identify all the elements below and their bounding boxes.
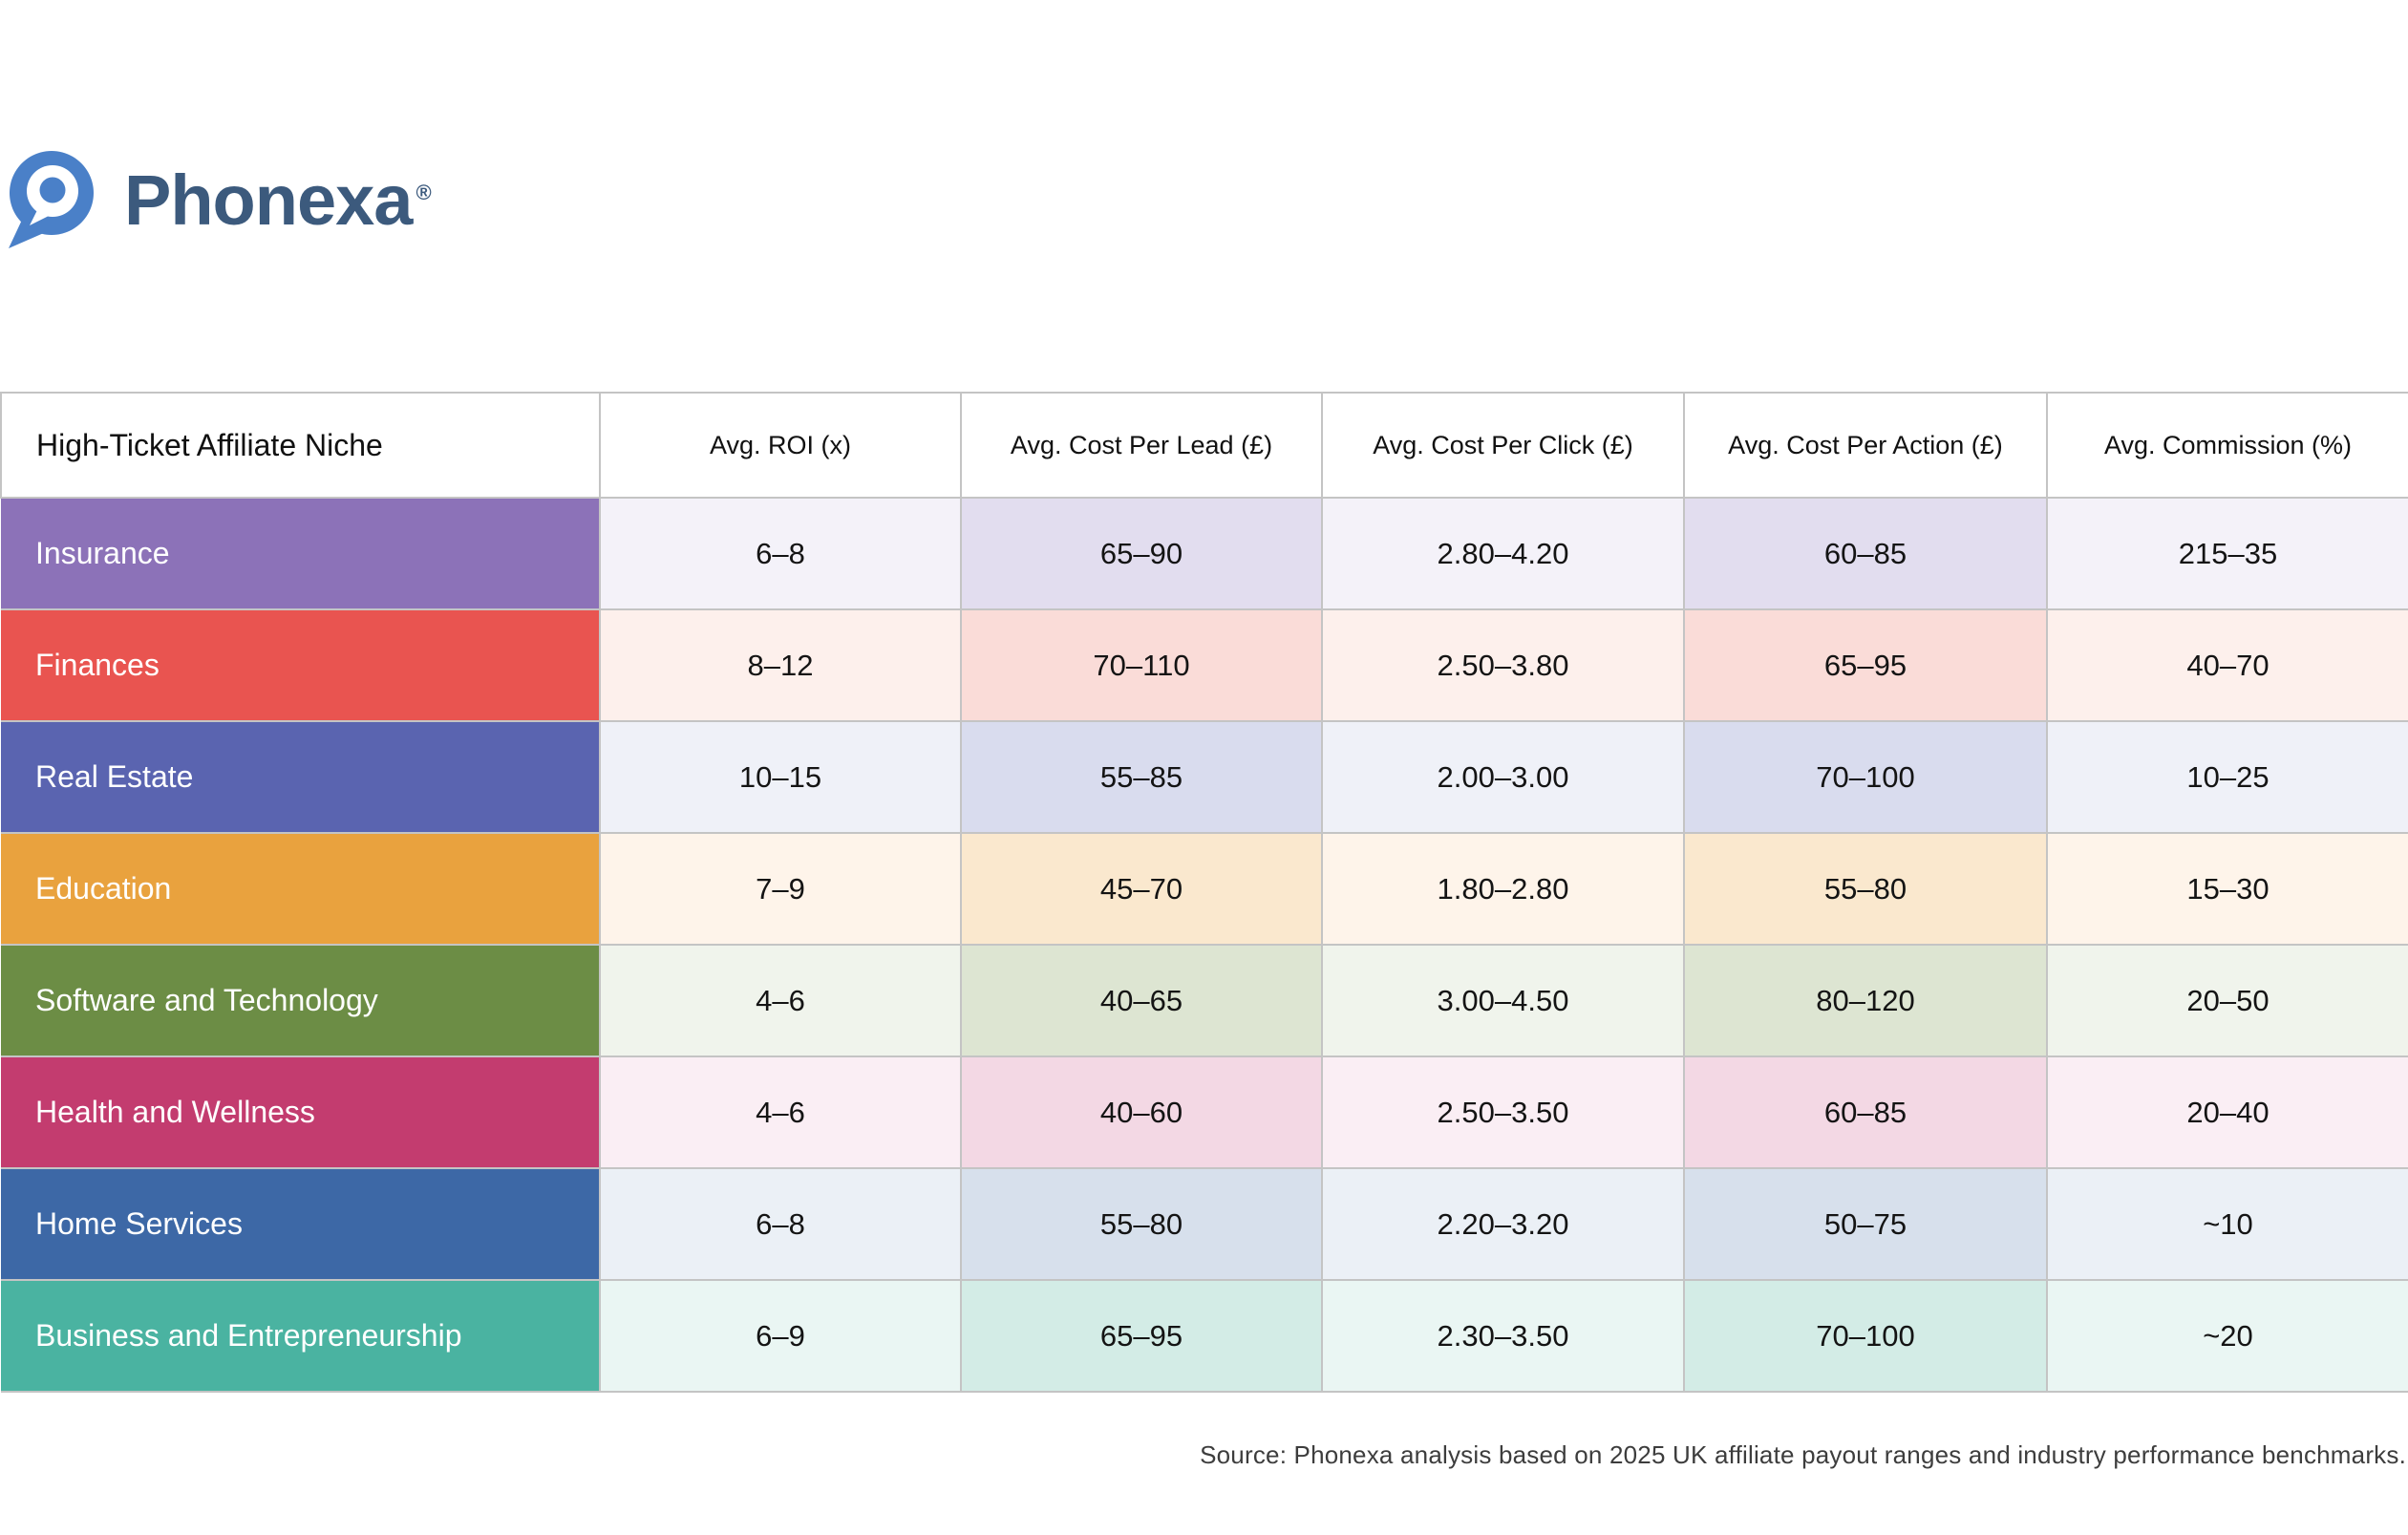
cost-per-click-value: 2.30–3.50 xyxy=(1321,1279,1685,1393)
commission-value: 40–70 xyxy=(2046,608,2408,722)
table-row-real-estate: Real Estate 10–15 55–85 2.00–3.00 70–100… xyxy=(1,720,2408,834)
column-header-cost-per-action: Avg. Cost Per Action (£) xyxy=(1683,392,2048,499)
cost-per-click-value: 2.50–3.50 xyxy=(1321,1055,1685,1169)
affiliate-niche-table: High-Ticket Affiliate Niche Avg. ROI (x)… xyxy=(0,392,2408,1393)
column-header-roi: Avg. ROI (x) xyxy=(599,392,962,499)
niche-label: Software and Technology xyxy=(1,944,601,1057)
phonexa-logo: Phonexa ® xyxy=(8,151,432,250)
cost-per-click-value: 2.50–3.80 xyxy=(1321,608,1685,722)
niche-label: Education xyxy=(1,832,601,946)
cost-per-click-value: 2.80–4.20 xyxy=(1321,497,1685,610)
niche-label: Home Services xyxy=(1,1167,601,1281)
roi-value: 6–8 xyxy=(599,1167,962,1281)
commission-value: 20–40 xyxy=(2046,1055,2408,1169)
cost-per-lead-value: 70–110 xyxy=(960,608,1323,722)
cost-per-lead-value: 45–70 xyxy=(960,832,1323,946)
cost-per-lead-value: 40–65 xyxy=(960,944,1323,1057)
roi-value: 8–12 xyxy=(599,608,962,722)
table-row-health-wellness: Health and Wellness 4–6 40–60 2.50–3.50 … xyxy=(1,1055,2408,1169)
roi-value: 10–15 xyxy=(599,720,962,834)
roi-value: 6–9 xyxy=(599,1279,962,1393)
cost-per-lead-value: 65–90 xyxy=(960,497,1323,610)
phonexa-pin-icon xyxy=(9,151,94,248)
column-header-cost-per-lead: Avg. Cost Per Lead (£) xyxy=(960,392,1323,499)
commission-value: ~10 xyxy=(2046,1167,2408,1281)
cost-per-action-value: 60–85 xyxy=(1683,497,2048,610)
brand-name: Phonexa ® xyxy=(124,160,432,240)
table-row-business-entrepreneurship: Business and Entrepreneurship 6–9 65–95 … xyxy=(1,1279,2408,1393)
roi-value: 7–9 xyxy=(599,832,962,946)
niche-label: Real Estate xyxy=(1,720,601,834)
cost-per-action-value: 70–100 xyxy=(1683,1279,2048,1393)
registered-mark: ® xyxy=(416,181,431,205)
cost-per-action-value: 65–95 xyxy=(1683,608,2048,722)
cost-per-click-value: 2.20–3.20 xyxy=(1321,1167,1685,1281)
roi-value: 6–8 xyxy=(599,497,962,610)
cost-per-click-value: 3.00–4.50 xyxy=(1321,944,1685,1057)
cost-per-action-value: 55–80 xyxy=(1683,832,2048,946)
commission-value: 215–35 xyxy=(2046,497,2408,610)
cost-per-action-value: 50–75 xyxy=(1683,1167,2048,1281)
column-header-niche: High-Ticket Affiliate Niche xyxy=(0,392,601,499)
table-header-row: High-Ticket Affiliate Niche Avg. ROI (x)… xyxy=(0,392,2408,499)
cost-per-lead-value: 65–95 xyxy=(960,1279,1323,1393)
roi-value: 4–6 xyxy=(599,1055,962,1169)
column-header-commission: Avg. Commission (%) xyxy=(2046,392,2408,499)
commission-value: 10–25 xyxy=(2046,720,2408,834)
table-row-home-services: Home Services 6–8 55–80 2.20–3.20 50–75 … xyxy=(1,1167,2408,1281)
cost-per-click-value: 2.00–3.00 xyxy=(1321,720,1685,834)
cost-per-click-value: 1.80–2.80 xyxy=(1321,832,1685,946)
cost-per-lead-value: 40–60 xyxy=(960,1055,1323,1169)
table-row-insurance: Insurance 6–8 65–90 2.80–4.20 60–85 215–… xyxy=(1,497,2408,610)
commission-value: 15–30 xyxy=(2046,832,2408,946)
cost-per-action-value: 70–100 xyxy=(1683,720,2048,834)
niche-label: Business and Entrepreneurship xyxy=(1,1279,601,1393)
column-header-cost-per-click: Avg. Cost Per Click (£) xyxy=(1321,392,1685,499)
table-row-finances: Finances 8–12 70–110 2.50–3.80 65–95 40–… xyxy=(1,608,2408,722)
table-row-education: Education 7–9 45–70 1.80–2.80 55–80 15–3… xyxy=(1,832,2408,946)
roi-value: 4–6 xyxy=(599,944,962,1057)
cost-per-lead-value: 55–80 xyxy=(960,1167,1323,1281)
source-note: Source: Phonexa analysis based on 2025 U… xyxy=(1200,1440,2406,1469)
cost-per-lead-value: 55–85 xyxy=(960,720,1323,834)
commission-value: ~20 xyxy=(2046,1279,2408,1393)
niche-label: Insurance xyxy=(1,497,601,610)
cost-per-action-value: 60–85 xyxy=(1683,1055,2048,1169)
cost-per-action-value: 80–120 xyxy=(1683,944,2048,1057)
niche-label: Health and Wellness xyxy=(1,1055,601,1169)
commission-value: 20–50 xyxy=(2046,944,2408,1057)
table-row-software-technology: Software and Technology 4–6 40–65 3.00–4… xyxy=(1,944,2408,1057)
niche-label: Finances xyxy=(1,608,601,722)
